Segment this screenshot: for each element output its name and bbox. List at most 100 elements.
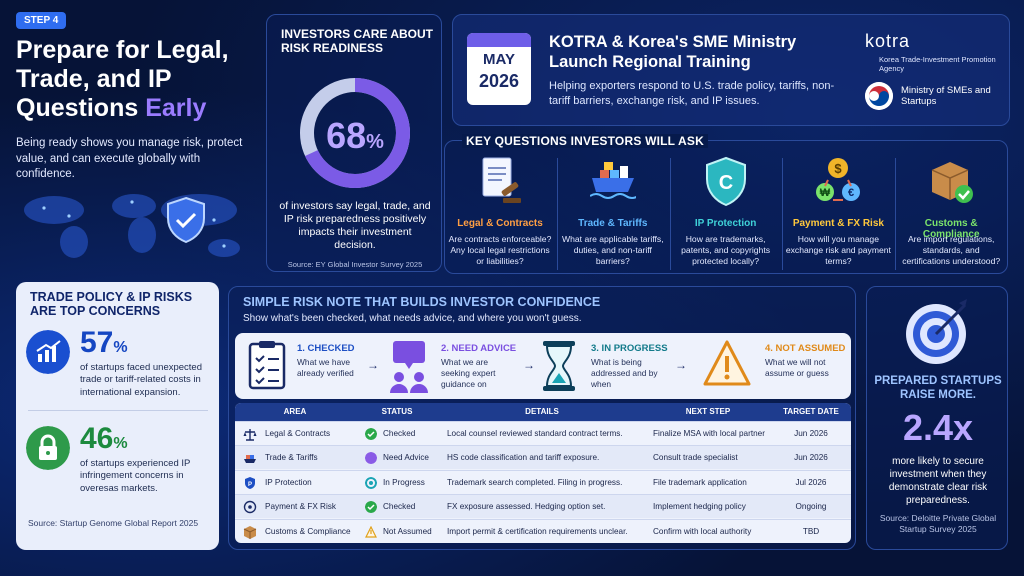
column-divider — [556, 158, 558, 270]
hero-title-main: Prepare for Legal, Trade, and IP Questio… — [16, 36, 229, 122]
next-step-cell: Implement hedging policy — [653, 502, 746, 512]
details-cell: Trademark search completed. Filing in pr… — [447, 477, 623, 487]
survey-description: of investors say legal, trade, and IP ri… — [279, 200, 431, 252]
ship-icon — [244, 455, 256, 464]
area-cell: Trade & Tariffs — [265, 453, 318, 463]
column-divider — [669, 158, 671, 270]
flow-not-assumed-label: 4. NOT ASSUMED — [765, 343, 846, 354]
hourglass-icon — [543, 341, 575, 391]
status-cell: Not Assumed — [383, 526, 432, 536]
hero-subtitle: Being ready shows you manage risk, prote… — [16, 137, 243, 181]
flow-checked-label: 1. CHECKED — [297, 343, 355, 354]
target-date-cell: Jun 2026 — [794, 453, 828, 463]
header-target-date: TARGET DATE — [783, 407, 839, 416]
stat-57: 57% — [80, 326, 128, 359]
question-card-legal-contracts: Legal & Contracts Are contracts enforceab… — [445, 156, 555, 286]
question-title: Trade & Tariffs — [578, 218, 648, 229]
news-subtitle: Helping exporters respond to U.S. trade … — [549, 80, 835, 107]
header-area: AREA — [283, 407, 307, 416]
flow-arrow: → — [367, 358, 379, 372]
risk-note-title: SIMPLE RISK NOTE THAT BUILDS INVESTOR CO… — [243, 295, 601, 309]
flow-progress-desc: What is being addressed and by when — [591, 357, 658, 389]
stat-57-text: of startups faced unexpected trade or ta… — [80, 362, 202, 398]
prepared-number: 2.4x — [902, 407, 974, 448]
shield-icon: P — [245, 476, 255, 489]
area-cell: Payment & FX Risk — [265, 502, 336, 512]
svg-text:€: € — [848, 187, 854, 199]
news-panel: MAY 2026 KOTRA & Korea's SME Ministry La… — [452, 14, 1010, 126]
trade-risks-panel: TRADE POLICY & IP RISKS ARE TOP CONCERNS… — [16, 282, 219, 550]
question-text: Are import regulations, standards, and c… — [902, 234, 1001, 267]
percent-ring-chart — [300, 78, 410, 188]
details-cell: Local counsel reviewed standard contract… — [447, 429, 623, 438]
warning-status-icon — [365, 525, 377, 538]
scales-icon — [243, 429, 257, 441]
question-text: What are applicable tariffs, duties, and… — [562, 234, 664, 267]
question-card-ip-protection: C IP Protection How are trademarks, patent… — [671, 156, 781, 286]
table-row: P IP Protection In Progress Trademark searc… — [235, 469, 851, 494]
question-title: Customs & Compliance — [922, 218, 980, 240]
prepared-description: more likely to secure investment when th… — [888, 456, 988, 506]
question-title: IP Protection — [694, 218, 757, 229]
flow-checked-desc: What we have already verified — [297, 357, 354, 378]
details-cell: FX exposure assessed. Hedging option set… — [447, 502, 606, 512]
kotra-logo: kotra — [865, 31, 911, 51]
next-step-cell: File trademark application — [653, 477, 747, 487]
risk-table: AREA STATUS DETAILS NEXT STEP TARGET DAT… — [235, 403, 851, 543]
status-cell: Checked — [383, 502, 416, 512]
ministry-name: Ministry of SMEs and Startups — [901, 85, 991, 108]
prepared-source: Source: Deloitte Private Global Startup … — [879, 513, 997, 535]
question-card-payment-fx-risk: $ ₩ € Payment & FX Risk How will you manage … — [783, 156, 893, 286]
risk-note-panel: SIMPLE RISK NOTE THAT BUILDS INVESTOR CO… — [228, 286, 856, 550]
column-divider — [782, 158, 784, 270]
advice-people-icon — [390, 341, 428, 393]
check-status-icon — [365, 428, 377, 440]
flow-advice-label: 2. NEED ADVICE — [441, 343, 517, 354]
flow-progress-label: 3. IN PROGRESS — [591, 343, 668, 354]
svg-text:P: P — [248, 482, 252, 488]
area-cell: Legal & Contracts — [265, 429, 331, 438]
survey-source: Source: EY Global Investor Survey 2025 — [287, 260, 423, 269]
progress-status-icon — [365, 476, 377, 489]
target-date-cell: Ongoing — [795, 502, 827, 512]
table-row: Trade & Tariffs Need Advice HS code classi… — [235, 445, 851, 470]
prepared-title: PREPARED STARTUPS RAISE MORE. — [874, 375, 1002, 401]
area-cell: Customs & Compliance — [265, 526, 351, 536]
hero-title: Prepare for Legal, Trade, and IP Questio… — [16, 36, 256, 123]
calendar-year: 2026 — [478, 71, 520, 91]
header-details: DETAILS — [525, 407, 559, 416]
question-card-trade-tariffs: Trade & Tariffs What are applicable tarif… — [558, 156, 668, 286]
table-row: Legal & Contracts Checked Local counsel re… — [235, 421, 851, 445]
flow-advice-desc: What we are seeking expert guidance on — [441, 357, 496, 389]
status-cell: In Progress — [383, 477, 425, 487]
risk-flow: 1. CHECKED What we have already verified… — [235, 333, 851, 399]
flow-not-assumed-desc: What we will not assume or guess — [765, 357, 829, 378]
target-date-cell: Jun 2026 — [794, 429, 828, 438]
prepared-startups-panel: PREPARED STARTUPS RAISE MORE. 2.4x more … — [866, 286, 1008, 550]
investor-survey-panel: INVESTORS CARE ABOUT RISK READINESS 68% … — [266, 14, 442, 272]
question-title: Legal & Contracts — [457, 218, 543, 229]
next-step-cell: Consult trade specialist — [653, 453, 738, 463]
target-date-cell: TBD — [802, 526, 820, 536]
risk-note-subtitle: Show what's been checked, what needs adv… — [243, 313, 582, 324]
stat-46-text: of startups experienced IP infringement … — [80, 458, 191, 494]
flow-arrow: → — [675, 358, 687, 372]
calendar-month: MAY — [483, 51, 515, 68]
target-date-cell: Jul 2026 — [795, 477, 827, 487]
area-cell: IP Protection — [265, 477, 312, 487]
growth-chart-icon — [26, 330, 70, 374]
exchange-icon — [243, 500, 257, 514]
question-text: How will you manage exchange risk and pa… — [785, 234, 891, 267]
target-arrow-icon — [906, 299, 967, 364]
world-map-shield-icon — [24, 194, 240, 258]
header-status: STATUS — [381, 407, 413, 416]
svg-text:$: $ — [835, 161, 843, 176]
package-check-icon — [931, 162, 974, 203]
key-questions-title: KEY QUESTIONS INVESTORS WILL ASK — [462, 134, 708, 148]
status-cell: Need Advice — [383, 453, 429, 463]
question-card-customs-compliance: Customs & Compliance Are import regulatio… — [896, 156, 1006, 286]
question-text: Are contracts enforceable? Any local leg… — [448, 234, 552, 267]
next-step-cell: Finalize MSA with local partner — [653, 429, 765, 438]
flow-arrow: → — [523, 358, 535, 372]
header-next-step: NEXT STEP — [685, 407, 731, 416]
